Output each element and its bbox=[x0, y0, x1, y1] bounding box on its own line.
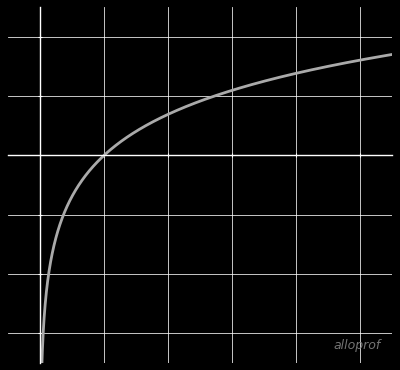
Text: alloprof: alloprof bbox=[333, 339, 380, 352]
